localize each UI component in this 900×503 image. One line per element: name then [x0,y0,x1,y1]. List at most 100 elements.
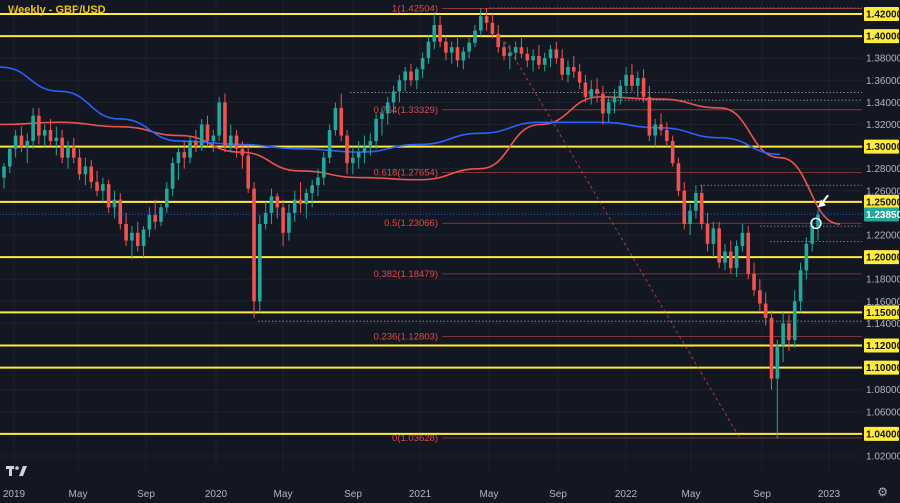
candle-body [321,157,326,178]
candle-body [653,124,658,136]
candle-body [635,78,640,86]
x-tick-label: 2020 [205,489,228,500]
candle-body [810,226,814,244]
x-tick-label: Sep [753,489,771,500]
level-badge [864,360,899,375]
level-badge-label: 1.15000 [866,308,900,319]
candle-body [659,124,663,131]
candle-body [502,47,506,56]
level-badge [864,29,899,44]
fibonacci-levels: 1(1.42504) 0.764(1.33329) 0.618(1.27654) 0.… [374,3,862,444]
candle-body [478,16,483,31]
candle-body [444,41,448,53]
candle-body [740,232,745,247]
candle-body [537,55,541,65]
candle-body [676,163,681,191]
candle-body [258,223,262,302]
candle-body [182,152,187,158]
candle-body [269,196,274,213]
candle-body [391,91,396,103]
candle-body [130,232,134,241]
candle-body [420,58,425,70]
candle-body [798,270,803,302]
x-tick-label: Sep [137,489,155,500]
x-tick-label: 2019 [3,489,26,500]
candle-body [327,130,332,158]
candle-body [298,199,303,205]
arrow-shaft [821,194,829,204]
candles [2,8,820,439]
candle-body [234,135,239,149]
candle-body [723,251,727,263]
candle-body [194,141,198,147]
candle-body [612,96,617,103]
candle-body [717,228,721,263]
candle-body [461,51,466,61]
candle-body [199,124,204,147]
y-tick-label: 1.34000 [866,98,900,109]
candle-body [48,130,53,142]
x-axis: 2019 May Sep 2020 May Sep 2021 May Sep 2022 May Sep… [0,480,900,503]
current-price-label: 1.23850 [866,210,900,221]
candle-body [525,53,530,61]
fib-label: 0.236(1.12803) [374,332,438,343]
candle-body [217,102,221,136]
y-tick-label: 1.14000 [866,319,900,330]
grid-lines [0,0,862,470]
candle-body [508,52,512,56]
candle-body [781,323,785,346]
candle-body [566,67,570,75]
settings-gear-icon[interactable]: ⚙ [877,485,888,499]
candle-body [728,251,733,269]
candle-body [542,58,547,65]
candle-body [531,55,535,61]
candle-body [147,215,152,230]
candle-body [606,102,611,114]
candle-body [583,82,588,97]
candle-body [124,223,128,241]
candle-body [519,47,524,54]
candle-body [473,30,477,43]
candle-body [589,89,594,97]
x-tick-label: 2023 [818,489,841,500]
candle-body [2,166,6,178]
candle-body [25,141,30,147]
candle-body [775,345,780,379]
level-badge-label: 1.20000 [866,253,900,264]
candle-body [432,25,437,42]
candle-body [263,212,268,224]
y-tick-label: 1.22000 [866,231,900,242]
candle-body [101,184,105,191]
candle-body [292,199,297,213]
candle-body [624,74,628,86]
candle-body [205,124,210,142]
candle-body [647,96,652,136]
candle-body [490,22,495,34]
candle-body [71,146,76,158]
fib-label: 0.764(1.33329) [374,105,438,116]
candle-body [351,157,355,164]
candle-body [577,71,582,83]
level-badge [864,305,899,320]
level-badge-label: 1.42000 [866,10,900,21]
candle-body [409,71,413,81]
candle-body [170,163,175,189]
x-axis-background [0,480,900,503]
candle-body [153,215,157,222]
level-badge-label: 1.12000 [866,341,900,352]
candle-body [496,33,501,48]
candle-body [66,146,70,158]
x-tick-label: 2022 [615,489,638,500]
candle-body [804,243,809,271]
candle-body [415,69,419,81]
candle-body [13,135,18,149]
candle-body [37,115,41,136]
candle-body [513,47,518,53]
fib-label: 1(1.42504) [392,3,438,14]
candle-body [816,214,820,227]
candle-body [333,107,338,131]
candle-body [316,177,320,186]
candle-body [304,193,309,205]
moving-average-line [0,96,841,225]
